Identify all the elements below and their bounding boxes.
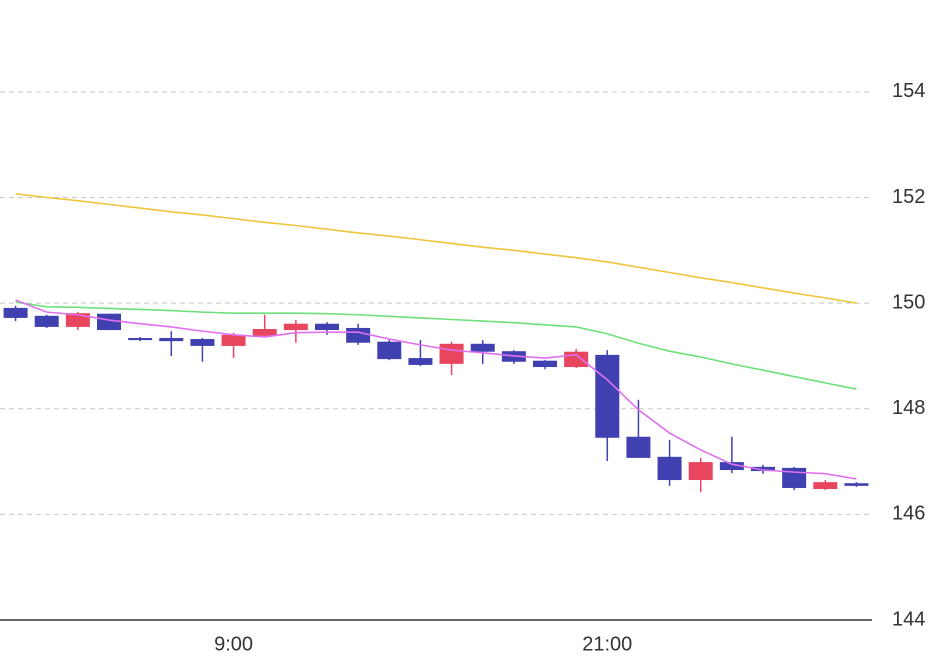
candle-body (408, 358, 433, 365)
candle-body (3, 307, 28, 318)
y-tick-label: 148 (892, 397, 925, 419)
x-tick-label: 9:00 (214, 633, 253, 655)
candle-body (65, 313, 90, 327)
candle-body (470, 343, 495, 352)
candle-body (688, 462, 713, 481)
moving-average-line (15, 301, 857, 390)
candle-body (315, 323, 339, 331)
candle-body (844, 483, 869, 486)
candle-body (346, 327, 371, 343)
candle-body (159, 337, 184, 342)
moving-average-line (15, 299, 857, 480)
x-tick-label: 21:00 (582, 633, 632, 655)
candle-body (221, 334, 246, 346)
candle-body (751, 466, 775, 472)
candle-body (377, 341, 402, 360)
candle-body (564, 351, 589, 368)
y-tick-label: 152 (892, 186, 925, 208)
y-tick-label: 150 (892, 291, 925, 313)
y-tick-label: 154 (892, 80, 925, 102)
candle-body (533, 360, 557, 368)
candle-body (595, 354, 620, 438)
candle-body (252, 329, 277, 336)
candle-body (657, 456, 682, 481)
candle-body (626, 436, 651, 458)
candle-body (283, 323, 308, 331)
candle-body (439, 343, 464, 364)
y-tick-label: 144 (892, 608, 925, 630)
candle-body (97, 313, 121, 331)
candle-body (190, 339, 215, 346)
candle-body (719, 462, 744, 471)
candle-body (34, 315, 59, 327)
moving-average-line (15, 193, 857, 304)
candle-body (813, 482, 838, 490)
y-tick-label: 146 (892, 503, 925, 525)
candle-body (128, 337, 153, 341)
